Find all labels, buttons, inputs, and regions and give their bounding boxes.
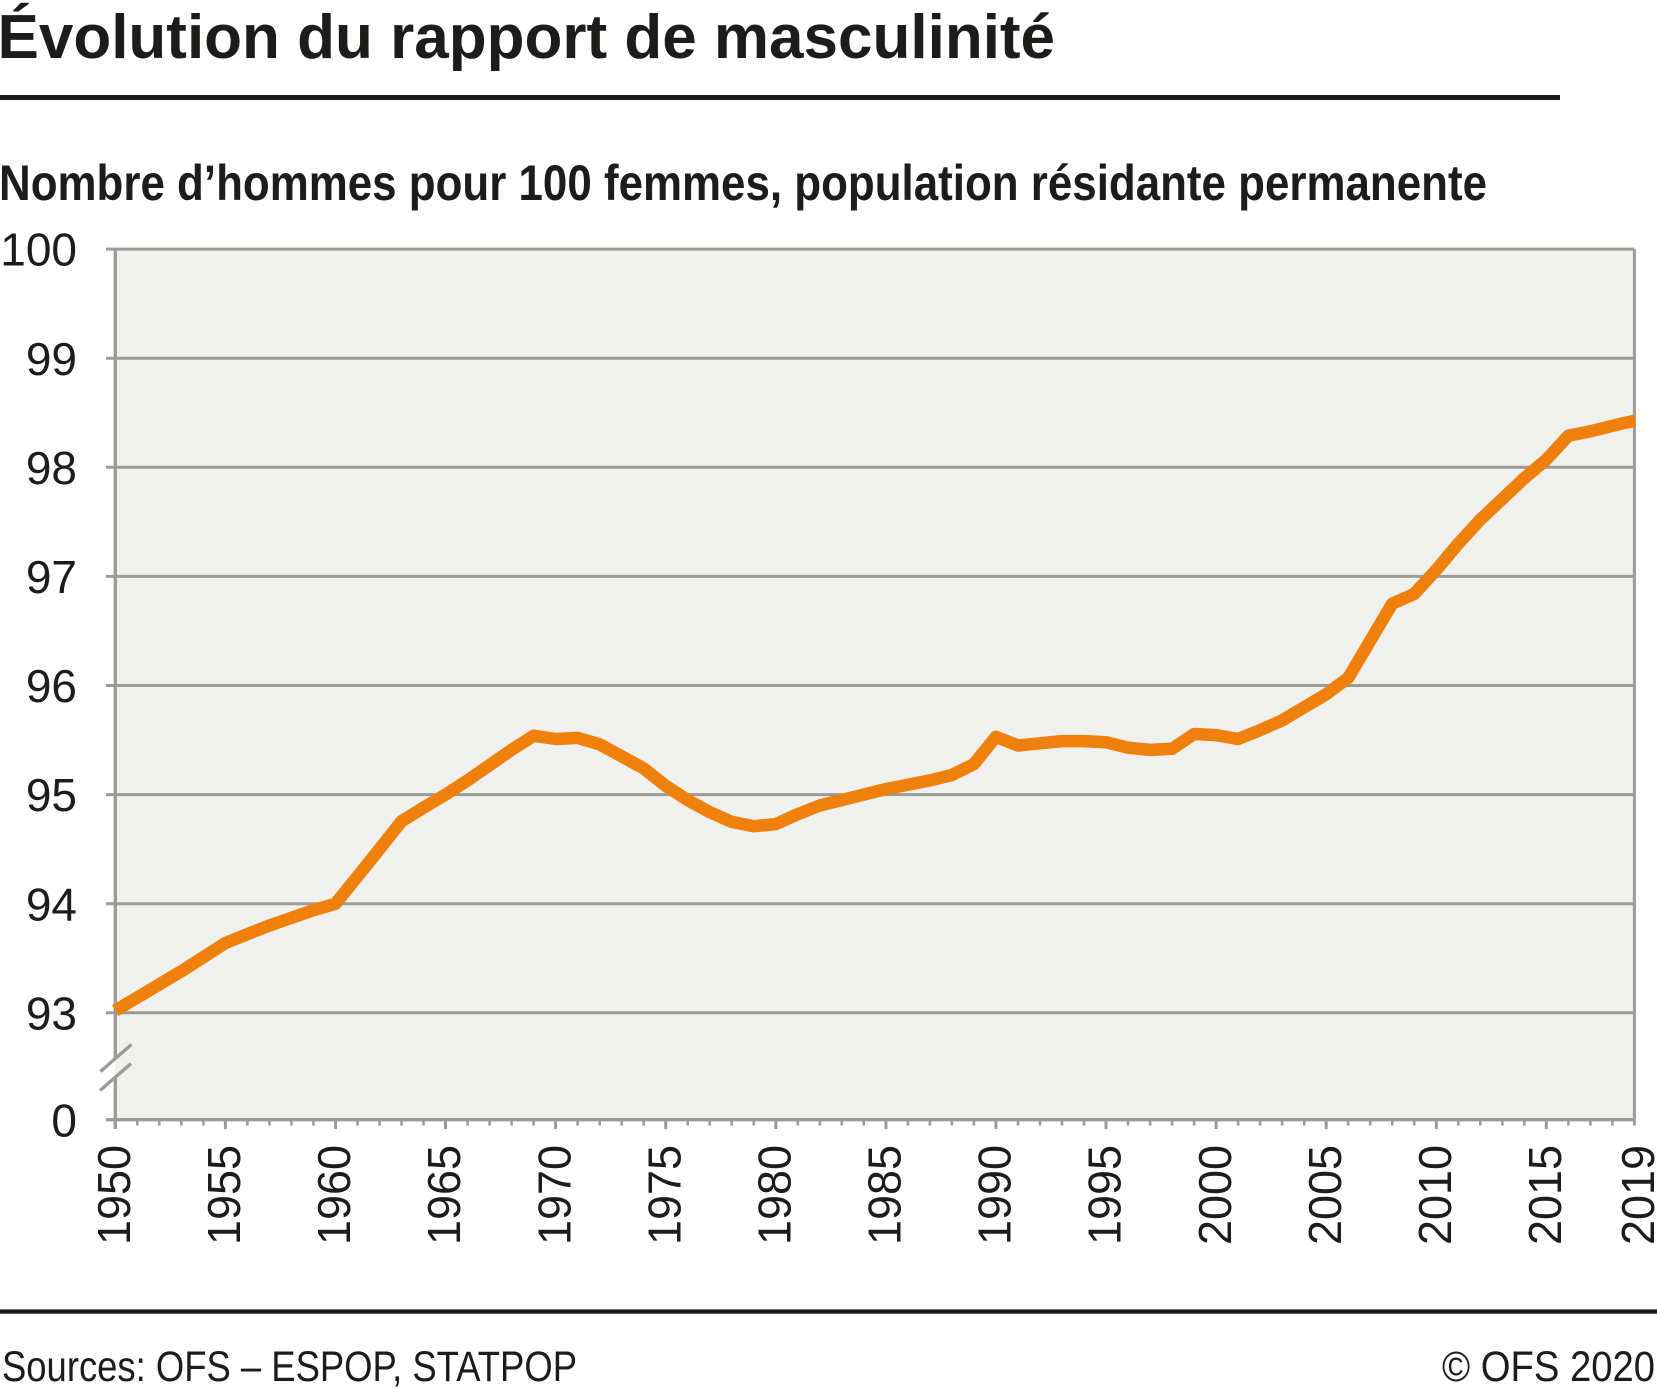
svg-text:1975: 1975 — [638, 1145, 690, 1245]
svg-text:1980: 1980 — [749, 1145, 801, 1245]
svg-text:100: 100 — [0, 224, 77, 276]
svg-text:1970: 1970 — [528, 1145, 580, 1245]
svg-text:1990: 1990 — [969, 1145, 1021, 1245]
svg-text:94: 94 — [26, 878, 77, 930]
svg-text:Nombre d’hommes pour 100 femme: Nombre d’hommes pour 100 femmes, populat… — [0, 155, 1487, 211]
svg-text:Sources: OFS – ESPOP, STATPOP: Sources: OFS – ESPOP, STATPOP — [2, 1343, 577, 1389]
svg-text:© OFS 2020: © OFS 2020 — [1442, 1343, 1655, 1389]
svg-text:1995: 1995 — [1079, 1145, 1131, 1245]
svg-text:99: 99 — [26, 333, 77, 385]
svg-text:98: 98 — [26, 442, 77, 494]
svg-text:Évolution du rapport de mascul: Évolution du rapport de masculinité — [0, 3, 1055, 72]
svg-text:1985: 1985 — [859, 1145, 911, 1245]
svg-text:1950: 1950 — [88, 1145, 140, 1245]
svg-text:2000: 2000 — [1189, 1145, 1241, 1245]
svg-text:1960: 1960 — [308, 1145, 360, 1245]
svg-text:2010: 2010 — [1409, 1145, 1461, 1245]
svg-text:1955: 1955 — [198, 1145, 250, 1245]
svg-text:96: 96 — [26, 660, 77, 712]
svg-text:97: 97 — [26, 551, 77, 603]
svg-text:0: 0 — [51, 1094, 77, 1146]
svg-text:2005: 2005 — [1299, 1145, 1351, 1245]
svg-text:2015: 2015 — [1519, 1145, 1571, 1245]
svg-text:2019: 2019 — [1612, 1145, 1657, 1245]
svg-text:93: 93 — [26, 987, 77, 1039]
svg-text:95: 95 — [26, 769, 77, 821]
svg-text:1965: 1965 — [418, 1145, 470, 1245]
